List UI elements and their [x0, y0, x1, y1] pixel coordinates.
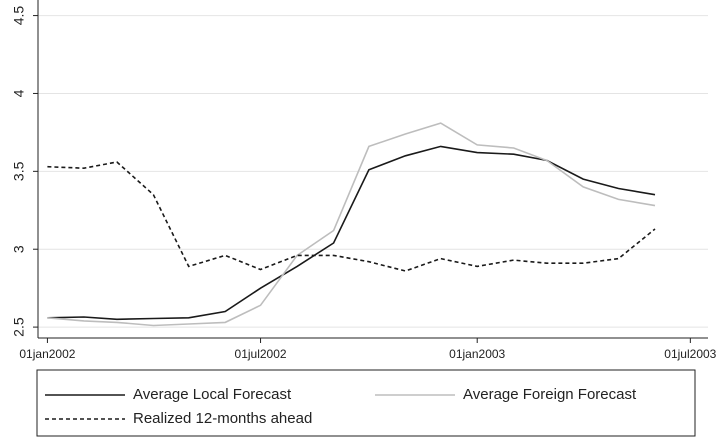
- y-tick-label: 4.5: [11, 6, 27, 26]
- x-tick-label: 01jul2003: [664, 347, 716, 361]
- x-tick-label: 01jul2002: [235, 347, 287, 361]
- x-tick-label: 01jan2003: [449, 347, 505, 361]
- series-line: [47, 161, 656, 272]
- legend-label: Realized 12-months ahead: [133, 410, 312, 427]
- legend-box: [36, 369, 696, 437]
- y-tick-label: 3: [11, 245, 27, 253]
- legend-label: Average Foreign Forecast: [463, 386, 637, 403]
- y-tick-label: 4: [11, 89, 27, 97]
- series-line: [47, 145, 656, 321]
- legend-label: Average Local Forecast: [133, 386, 292, 403]
- y-tick-label: 3.5: [11, 161, 27, 181]
- series-line: [47, 122, 656, 327]
- y-tick-label: 2.5: [11, 317, 27, 337]
- x-tick-label: 01jan2002: [19, 347, 75, 361]
